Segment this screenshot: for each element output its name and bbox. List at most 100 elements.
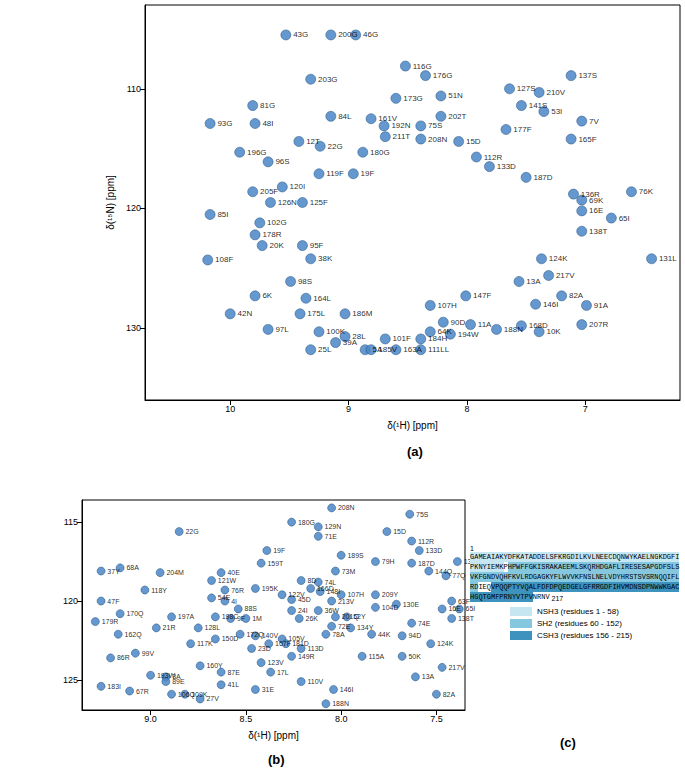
svg-text:164L: 164L — [313, 294, 331, 303]
svg-text:47F: 47F — [107, 598, 119, 605]
svg-text:115: 115 — [64, 517, 78, 527]
svg-text:63F: 63F — [458, 598, 470, 605]
svg-text:12T: 12T — [306, 137, 320, 146]
svg-text:167F: 167F — [275, 640, 291, 647]
svg-text:84L: 84L — [338, 112, 352, 121]
svg-text:11A: 11A — [478, 320, 492, 329]
svg-text:82A: 82A — [569, 291, 584, 300]
svg-text:16E: 16E — [589, 206, 603, 215]
svg-text:65I: 65I — [619, 214, 630, 223]
svg-text:202T: 202T — [448, 112, 466, 121]
svg-text:104D: 104D — [382, 604, 399, 611]
svg-text:19F: 19F — [361, 169, 375, 178]
svg-text:96S: 96S — [275, 157, 289, 166]
svg-text:185V: 185V — [378, 345, 397, 354]
svg-text:148I: 148I — [326, 588, 340, 595]
svg-text:124K: 124K — [437, 640, 454, 647]
svg-text:88S: 88S — [245, 605, 258, 612]
svg-text:123V: 123V — [267, 659, 284, 666]
svg-text:146I: 146I — [543, 300, 559, 309]
svg-text:98S: 98S — [298, 277, 312, 286]
svg-text:10: 10 — [225, 404, 235, 414]
svg-text:90D: 90D — [451, 318, 466, 327]
svg-text:189S: 189S — [347, 552, 364, 559]
svg-text:7.5: 7.5 — [430, 714, 443, 724]
svg-text:71E: 71E — [325, 533, 338, 540]
svg-text:4I: 4I — [231, 598, 237, 605]
svg-text:180G: 180G — [298, 519, 315, 526]
svg-text:9F: 9F — [237, 615, 245, 622]
svg-text:146I: 146I — [340, 686, 354, 693]
svg-text:125: 125 — [63, 675, 78, 685]
svg-text:87E: 87E — [227, 669, 240, 676]
svg-text:69K: 69K — [589, 196, 604, 205]
svg-text:207R: 207R — [589, 320, 608, 329]
svg-text:68A: 68A — [126, 564, 139, 571]
svg-text:36W: 36W — [325, 607, 340, 614]
svg-text:168D: 168D — [529, 321, 548, 330]
svg-text:102G: 102G — [267, 218, 287, 227]
svg-text:65I: 65I — [466, 605, 476, 612]
svg-text:187D: 187D — [533, 173, 552, 182]
svg-text:180G: 180G — [370, 148, 390, 157]
svg-text:22G: 22G — [327, 142, 342, 151]
svg-text:138T: 138T — [589, 227, 607, 236]
svg-text:112R: 112R — [484, 153, 503, 162]
svg-text:δ(¹⁵N) [ppm]: δ(¹⁵N) [ppm] — [105, 175, 116, 230]
svg-text:173G: 173G — [403, 94, 423, 103]
svg-text:21R: 21R — [163, 624, 176, 631]
svg-text:10K: 10K — [546, 327, 561, 336]
svg-text:42N: 42N — [238, 309, 253, 318]
svg-text:7: 7 — [583, 404, 588, 414]
svg-text:183I: 183I — [107, 683, 121, 690]
svg-text:203G: 203G — [318, 75, 338, 84]
svg-text:140V: 140V — [262, 632, 279, 639]
svg-text:149R: 149R — [298, 653, 315, 660]
svg-text:117K: 117K — [197, 640, 213, 647]
svg-text:94D: 94D — [408, 632, 421, 639]
svg-text:15D: 15D — [393, 528, 406, 535]
svg-text:110: 110 — [127, 84, 141, 94]
svg-text:(a): (a) — [407, 444, 423, 459]
svg-text:85I: 85I — [217, 210, 228, 219]
svg-text:175L: 175L — [307, 309, 325, 318]
svg-text:δ(¹H) [ppm]: δ(¹H) [ppm] — [387, 420, 438, 431]
svg-text:201Q: 201Q — [342, 613, 360, 621]
svg-text:9: 9 — [346, 404, 351, 414]
svg-text:120I: 120I — [290, 182, 306, 191]
svg-text:196G: 196G — [247, 148, 267, 157]
svg-text:130: 130 — [126, 323, 141, 333]
svg-text:141S: 141S — [529, 101, 548, 110]
svg-text:72E: 72E — [338, 623, 351, 630]
svg-text:213V: 213V — [338, 598, 355, 605]
svg-text:13A: 13A — [422, 673, 435, 680]
svg-text:124K: 124K — [549, 254, 568, 263]
svg-text:79H: 79H — [382, 558, 395, 565]
svg-text:108F: 108F — [215, 255, 233, 264]
svg-text:44K: 44K — [378, 631, 391, 638]
svg-text:17L: 17L — [277, 669, 289, 676]
svg-text:1M: 1M — [252, 615, 262, 622]
svg-text:9.0: 9.0 — [144, 714, 157, 724]
svg-text:188N: 188N — [504, 325, 523, 334]
svg-text:125F: 125F — [310, 198, 328, 207]
svg-text:133D: 133D — [426, 547, 443, 554]
svg-text:118Y: 118Y — [151, 587, 167, 594]
svg-text:46G: 46G — [363, 30, 378, 39]
svg-text:177F: 177F — [513, 125, 531, 134]
svg-text:20K: 20K — [269, 241, 284, 250]
svg-text:120: 120 — [63, 596, 78, 606]
svg-text:217V: 217V — [556, 271, 575, 280]
svg-text:15D: 15D — [466, 137, 481, 146]
svg-text:170Q: 170Q — [126, 610, 144, 618]
svg-text:187D: 187D — [418, 560, 435, 567]
svg-text:7V: 7V — [589, 117, 599, 126]
svg-text:23D: 23D — [258, 645, 271, 652]
svg-text:176G: 176G — [433, 71, 453, 80]
svg-text:39A: 39A — [343, 338, 358, 347]
svg-text:179R: 179R — [102, 618, 119, 625]
svg-text:δ(¹H) [ppm]: δ(¹H) [ppm] — [248, 730, 299, 741]
svg-text:130E: 130E — [403, 601, 420, 608]
svg-text:51N: 51N — [448, 91, 463, 100]
svg-text:138T: 138T — [458, 615, 475, 622]
